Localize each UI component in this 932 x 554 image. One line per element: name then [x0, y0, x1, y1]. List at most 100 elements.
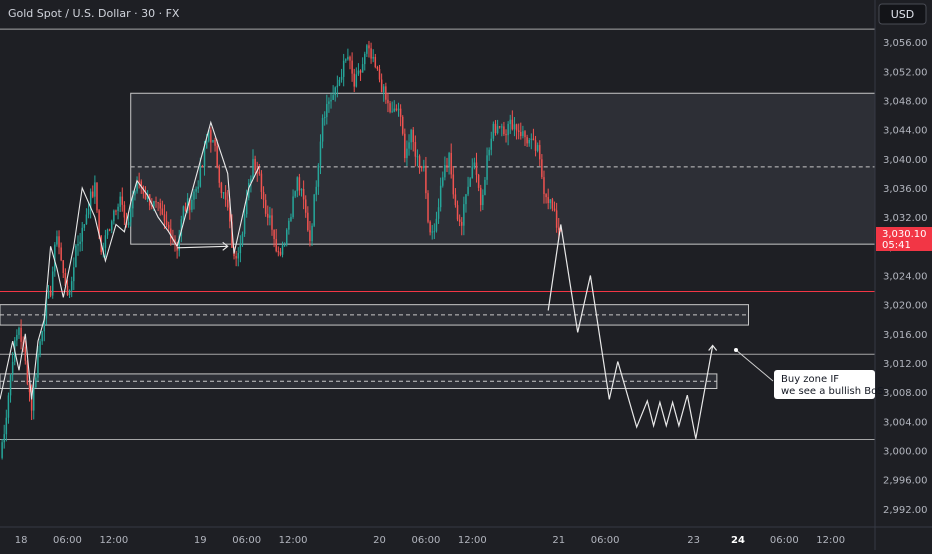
currency-button[interactable]: USD — [878, 3, 927, 25]
candle-body — [342, 60, 345, 77]
candle-body — [465, 194, 467, 205]
candle-body — [501, 126, 503, 128]
candle-body — [216, 145, 218, 168]
x-tick-label: 19 — [194, 535, 207, 546]
candle-body — [469, 178, 471, 187]
price-tag: 3,030.10 05:41 — [876, 227, 932, 251]
candle-body — [444, 165, 446, 178]
candle-body — [420, 166, 423, 169]
x-tick-label: 12:00 — [279, 535, 308, 546]
candle-body — [547, 197, 549, 204]
candle-body — [448, 152, 450, 167]
candle-body — [334, 87, 336, 96]
candle-body — [450, 152, 452, 175]
y-tick-label: 3,008.00 — [883, 388, 928, 399]
projection-path — [547, 224, 714, 439]
candle-body — [277, 251, 280, 253]
candle-body — [370, 48, 372, 59]
candle-body — [505, 134, 507, 136]
candle-body — [408, 142, 410, 149]
candle-body — [524, 131, 526, 138]
candle-body — [429, 221, 431, 233]
candle-body — [471, 166, 474, 179]
candle-body — [155, 201, 157, 203]
candle-body — [167, 224, 170, 229]
candle-body — [290, 217, 292, 221]
candle-body — [117, 206, 119, 212]
candle-body — [140, 181, 143, 187]
candle-body — [482, 194, 484, 206]
candle-body — [37, 354, 39, 378]
candle-body — [340, 76, 343, 80]
candle-body — [115, 210, 117, 212]
candle-body — [132, 195, 134, 209]
candle-body — [372, 56, 374, 59]
candle-body — [271, 215, 273, 230]
candle-body — [452, 174, 455, 195]
candle-body — [267, 213, 269, 218]
candle-body — [30, 392, 33, 411]
candle-body — [545, 194, 547, 198]
candle-body — [250, 178, 252, 184]
x-tick-label: 23 — [687, 535, 700, 546]
candle-body — [127, 222, 130, 226]
y-tick-label: 3,012.00 — [883, 359, 928, 370]
candle-body — [435, 218, 438, 232]
candle-body — [231, 221, 233, 248]
candle-body — [98, 210, 100, 236]
y-tick-label: 3,032.00 — [883, 213, 928, 224]
candle-body — [54, 244, 56, 272]
candle-body — [11, 361, 14, 376]
candle-body — [207, 130, 210, 141]
candle-body — [283, 244, 286, 246]
candle-body — [5, 417, 8, 435]
candle-body — [269, 215, 271, 218]
candle-body — [477, 174, 480, 188]
candle-body — [330, 99, 332, 102]
horizontal-arrow-line — [177, 245, 228, 249]
candle-body — [511, 119, 514, 130]
y-tick-label: 3,052.00 — [883, 67, 928, 78]
currency-label: USD — [891, 8, 915, 21]
y-tick-label: 3,048.00 — [883, 97, 928, 108]
candle-body — [165, 220, 168, 225]
candle-body — [151, 205, 153, 207]
x-tick-label: 24 — [731, 535, 745, 546]
candle-body — [66, 285, 69, 295]
candle-body — [262, 191, 265, 200]
candle-body — [296, 177, 299, 192]
candle-body — [387, 99, 389, 104]
candle-body — [191, 199, 193, 210]
candle-body — [366, 45, 368, 54]
candle-body — [416, 156, 419, 158]
candle-body — [201, 166, 204, 168]
candle-body — [532, 138, 535, 141]
candle-body — [39, 341, 41, 355]
candle-body — [144, 193, 147, 200]
candle-body — [543, 177, 545, 195]
candle-body — [252, 158, 254, 179]
candle-body — [47, 290, 50, 299]
candle-body — [498, 126, 501, 128]
candle-body — [397, 108, 400, 111]
annotation-callout[interactable]: Buy zone IF we see a bullish BoS — [734, 348, 884, 399]
candle-body — [138, 180, 140, 182]
candle-body — [486, 155, 488, 180]
candle-body — [515, 124, 518, 131]
candle-body — [264, 199, 267, 214]
candle-body — [460, 221, 463, 226]
candle-body — [326, 103, 328, 118]
y-tick-label: 3,004.00 — [883, 417, 928, 428]
candle-body — [534, 140, 537, 151]
candle-body — [336, 85, 339, 88]
candle-body — [349, 56, 351, 61]
candle-body — [1, 442, 3, 458]
candle-body — [319, 141, 322, 166]
candle-body — [220, 182, 223, 194]
candle-body — [410, 129, 412, 143]
candle-body — [218, 167, 221, 183]
candle-body — [513, 124, 516, 130]
candle-body — [414, 141, 417, 157]
candle-body — [509, 119, 511, 124]
